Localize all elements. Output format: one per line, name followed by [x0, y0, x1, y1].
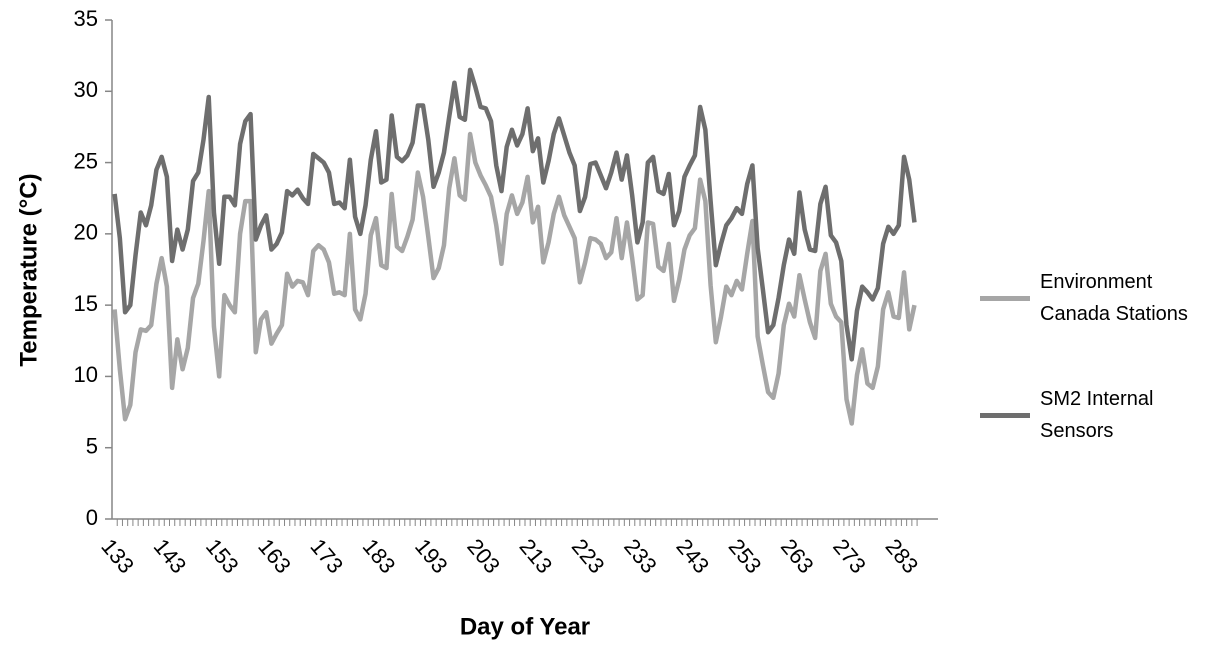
legend-item: SM2 Internal Sensors [980, 383, 1220, 447]
x-tick-label: 253 [724, 534, 767, 578]
x-tick-label: 143 [149, 534, 192, 578]
x-tick-label: 203 [462, 534, 505, 578]
x-tick-label: 243 [671, 534, 714, 578]
legend-item: Environment Canada Stations [980, 266, 1220, 330]
y-tick-label: 0 [86, 505, 98, 530]
x-tick-label: 223 [567, 534, 610, 578]
x-tick-label: 273 [828, 534, 871, 578]
x-tick-label: 193 [410, 534, 453, 578]
y-tick-label: 30 [74, 77, 98, 102]
x-tick-label: 233 [619, 534, 662, 578]
x-tick-label: 133 [96, 534, 139, 578]
x-tick-label: 213 [515, 534, 558, 578]
y-tick-label: 10 [74, 362, 98, 387]
x-tick-label: 163 [253, 534, 296, 578]
x-tick-label: 283 [881, 534, 924, 578]
x-tick-label: 153 [201, 534, 244, 578]
legend-label: SM2 Internal Sensors [1040, 388, 1154, 442]
y-tick-label: 25 [74, 148, 98, 173]
x-tick-label: 263 [776, 534, 819, 578]
y-tick-label: 5 [86, 434, 98, 459]
series-line [112, 131, 917, 426]
y-tick-label: 20 [74, 220, 98, 245]
x-tick-label: 173 [305, 534, 348, 578]
y-tick-label: 15 [74, 291, 98, 316]
x-axis-title: Day of Year [460, 613, 590, 640]
y-axis-title: Temperature (°C) [15, 173, 42, 366]
legend-label: Environment Canada Stations [1040, 271, 1188, 325]
x-tick-label: 183 [358, 534, 401, 578]
legend-swatch [980, 295, 1030, 301]
legend-swatch [980, 412, 1030, 418]
y-tick-label: 35 [74, 6, 98, 31]
series-line [112, 67, 917, 362]
